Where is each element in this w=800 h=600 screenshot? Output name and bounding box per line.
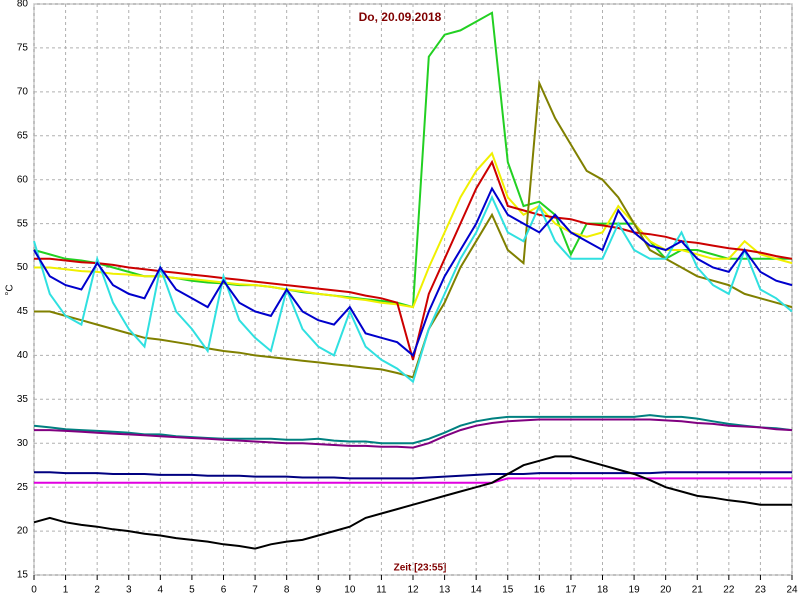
series-line [33, 186, 793, 358]
x-tick-label: 1 [63, 585, 69, 596]
x-tick-label: 10 [344, 585, 356, 596]
x-tick-label: 5 [189, 585, 195, 596]
y-tick-label: 70 [17, 86, 29, 97]
x-tick-label: 21 [692, 585, 704, 596]
y-tick-label: 20 [17, 526, 29, 537]
series-line [34, 477, 792, 484]
y-tick-label: 65 [17, 130, 29, 141]
x-tick-label: 24 [786, 585, 798, 596]
y-tick-label: 60 [17, 174, 29, 185]
x-tick-label: 0 [31, 585, 37, 596]
x-tick-label: 23 [755, 585, 767, 596]
x-tick-label: 18 [597, 585, 609, 596]
x-tick-label: 11 [376, 585, 387, 596]
y-tick-label: 45 [17, 306, 29, 317]
x-tick-label: 14 [471, 585, 483, 596]
series-line [33, 455, 792, 550]
y-tick-label: 15 [17, 570, 29, 581]
x-tick-label: 20 [660, 585, 672, 596]
x-tick-label: 12 [407, 585, 419, 596]
series-line [33, 414, 793, 445]
y-axis-label: °C [5, 284, 16, 295]
x-tick-label: 8 [284, 585, 290, 596]
y-tick-label: 50 [17, 262, 29, 273]
x-tick-label: 19 [629, 585, 641, 596]
series-line [34, 418, 793, 449]
chart-title: Do, 20.09.2018 [359, 10, 442, 24]
x-tick-label: 9 [315, 585, 321, 596]
x-tick-label: 13 [439, 585, 451, 596]
x-tick-label: 4 [158, 585, 164, 596]
series-line [34, 471, 792, 480]
x-tick-label: 17 [565, 585, 577, 596]
y-tick-label: 55 [17, 218, 29, 229]
y-tick-label: 75 [17, 43, 29, 54]
y-tick-label: 40 [17, 350, 29, 361]
y-tick-label: 80 [17, 0, 29, 10]
x-tick-label: 16 [534, 585, 546, 596]
x-tick-label: 3 [126, 585, 132, 596]
y-tick-label: 25 [17, 482, 29, 493]
x-tick-label: 7 [252, 585, 258, 596]
x-tick-label: 6 [221, 585, 227, 596]
x-axis-label: Zeit [23:55] [394, 563, 447, 574]
x-tick-label: 15 [502, 585, 514, 596]
x-tick-label: 2 [94, 585, 100, 596]
y-tick-label: 35 [17, 394, 29, 405]
y-tick-label: 30 [17, 438, 29, 449]
x-tick-label: 22 [723, 585, 735, 596]
